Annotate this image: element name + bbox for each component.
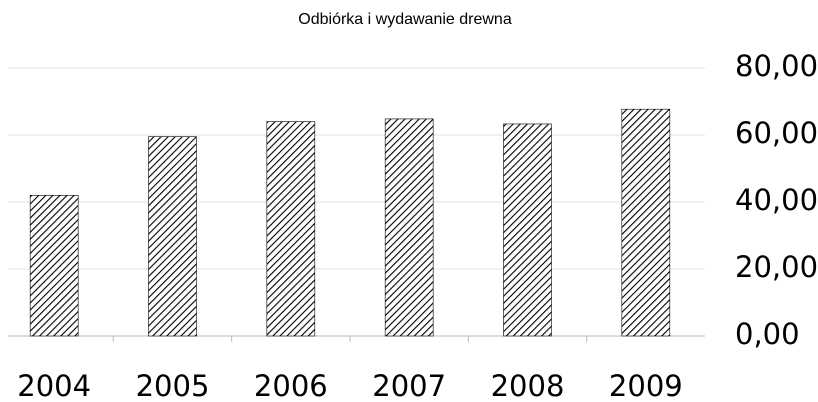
bar — [503, 123, 552, 337]
x-tick-label: 2006 — [254, 369, 328, 402]
bar — [384, 118, 434, 337]
chart-title: Odbiórka i wydawanie drewna — [298, 11, 512, 28]
bar — [621, 108, 671, 337]
x-tick-label: 2009 — [609, 369, 683, 402]
y-tick-label: 20,00 — [735, 250, 818, 284]
bar — [266, 121, 316, 337]
bar — [148, 136, 197, 337]
x-tick-label: 2005 — [136, 369, 210, 402]
y-tick-label: 40,00 — [735, 183, 818, 217]
x-tick-label: 2008 — [491, 369, 565, 402]
y-tick-label: 60,00 — [735, 116, 818, 150]
y-tick-label: 0,00 — [735, 317, 800, 351]
x-tick-label: 2004 — [17, 369, 91, 402]
y-tick-label: 80,00 — [735, 49, 818, 83]
x-tick-label: 2007 — [372, 369, 446, 402]
bar — [29, 195, 79, 337]
